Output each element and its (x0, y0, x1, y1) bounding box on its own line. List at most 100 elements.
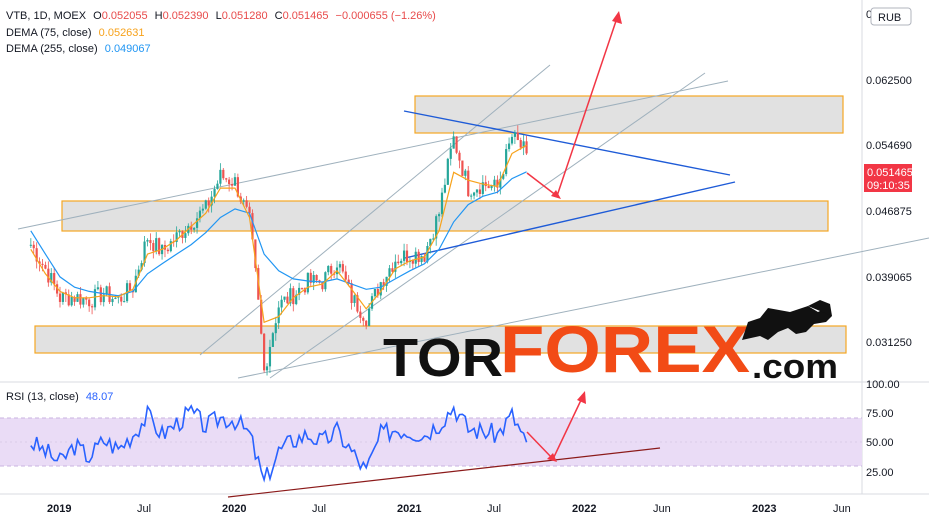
candle-body (274, 323, 277, 334)
candle-body (143, 241, 146, 264)
candle-body (228, 179, 231, 185)
low-label: L0.051280 (216, 10, 268, 22)
support-zone (34, 325, 847, 354)
candle-body (513, 132, 516, 137)
dema75-legend[interactable]: DEMA (75, close) 0.052631 (6, 27, 149, 39)
dema75-value: 0.052631 (98, 27, 145, 39)
candle-body (435, 216, 438, 239)
candle-body (472, 192, 476, 196)
candle-body (443, 184, 447, 193)
candle-body (440, 192, 444, 215)
candle-body (102, 294, 105, 303)
candle-body (213, 189, 216, 197)
candle-body (137, 269, 140, 276)
candle-body (41, 263, 44, 265)
down-arrow-shaft (526, 172, 558, 197)
candle-body (128, 283, 132, 291)
price-tick: 0.031250 (866, 337, 912, 349)
candle-body (362, 317, 365, 321)
candle-body (417, 251, 420, 263)
rsi-arrows (526, 391, 586, 462)
time-tick: Jun (833, 503, 851, 515)
candle-body (525, 141, 528, 154)
candle-body (175, 232, 178, 243)
candle-body (58, 293, 62, 302)
candle-body (53, 273, 56, 285)
candle-body (330, 265, 333, 274)
candle-body (467, 170, 470, 197)
rsi-support-line (227, 447, 661, 498)
candle-body (67, 294, 70, 306)
candle-body (321, 282, 324, 290)
candle-body (502, 174, 505, 179)
candle-body (201, 208, 204, 211)
candle-body (519, 140, 522, 148)
rsi-tick: 100.00 (866, 379, 900, 391)
dema255-label: DEMA (255, close) (6, 43, 98, 55)
candle-body (32, 244, 35, 249)
candle-body (260, 299, 263, 334)
rsi-tick: 50.00 (866, 437, 894, 449)
candle-body (55, 284, 59, 294)
steep-channel-bottom (269, 72, 706, 379)
candle-body (105, 286, 108, 295)
candle-body (210, 196, 213, 206)
candle-body (152, 243, 155, 252)
candle-body (350, 283, 353, 303)
candle-body (93, 289, 97, 308)
candle-body (490, 185, 493, 189)
candle-body (356, 295, 359, 312)
candle-body (207, 200, 210, 206)
candle-body (478, 189, 482, 194)
dema255-legend[interactable]: DEMA (255, close) 0.049067 (6, 43, 155, 55)
time-tick: 2019 (47, 503, 71, 515)
candle-body (44, 264, 47, 269)
candle-body (111, 298, 114, 303)
price-tick: 0.062500 (866, 75, 912, 87)
candle-body (263, 333, 266, 371)
candle-body (309, 272, 312, 283)
candle-body (347, 279, 350, 284)
candle-body (283, 296, 286, 300)
candle-body (298, 287, 301, 295)
candle-body (414, 251, 417, 264)
rsi-down-arrow-shaft (526, 431, 554, 460)
candle-body (379, 282, 382, 296)
high-label: H0.052390 (155, 10, 209, 22)
open-label: O0.052055 (93, 10, 147, 22)
candle-body (178, 231, 181, 233)
candle-body (481, 182, 484, 194)
rsi-down-arrow-head (547, 453, 557, 462)
currency-badge[interactable] (870, 7, 912, 26)
candle-body (184, 233, 187, 238)
steep-channel-top (199, 64, 551, 356)
candle-body (73, 297, 76, 302)
candle-body (391, 268, 394, 272)
candle-body (123, 301, 126, 303)
candle-body (446, 158, 449, 185)
candle-body (405, 250, 409, 263)
candle-body (455, 136, 458, 153)
candle-body (376, 289, 379, 296)
close-value: 0.051465 (282, 10, 329, 22)
candle-body (271, 333, 274, 347)
candle-body (306, 272, 309, 293)
low-key: L (215, 10, 222, 22)
candle-body (236, 177, 239, 197)
time-tick: 2022 (572, 503, 596, 515)
candle-body (388, 268, 391, 277)
candle-body (245, 200, 248, 207)
rsi-legend[interactable]: RSI (13, close) 48.07 (6, 391, 117, 403)
symbol-label[interactable]: VTB, 1D, MOEX (6, 10, 87, 22)
candle-body (461, 160, 464, 176)
candle-body (359, 311, 362, 318)
logo-tor: TOR (383, 328, 503, 388)
main-pane (0, 0, 862, 382)
candle-body (195, 218, 199, 228)
time-tick: Jul (487, 503, 501, 515)
candle-body (233, 177, 237, 186)
candle-body (423, 255, 426, 262)
candle-body (268, 346, 272, 367)
